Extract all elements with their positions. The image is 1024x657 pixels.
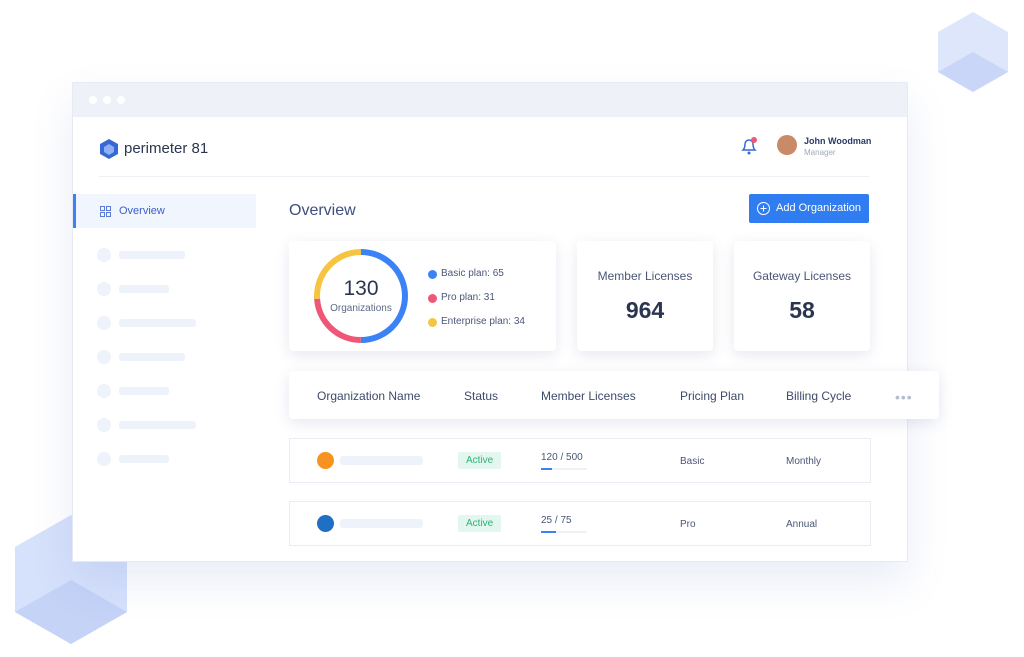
window: perimeter 81 John Woodman Manager Overvi…	[72, 82, 939, 562]
skeleton-dot	[97, 316, 111, 330]
status-badge: Active	[458, 452, 502, 469]
skeleton-dot	[97, 248, 111, 262]
legend-label: Pro plan: 31	[441, 292, 495, 303]
skeleton-bar	[119, 421, 196, 429]
bell[interactable]	[738, 135, 760, 157]
legend-label: Basic plan: 65	[441, 268, 504, 279]
nav-item[interactable]: Overview	[73, 194, 256, 228]
license-track	[541, 531, 587, 533]
column-header: Organization Name	[317, 389, 421, 403]
donut-segment	[314, 249, 408, 343]
divider	[99, 176, 869, 177]
skeleton-dot	[97, 350, 111, 364]
logo-icon	[100, 139, 118, 159]
avatar[interactable]	[777, 135, 797, 155]
table-row: Active 120 / 500 Basic Monthly	[289, 438, 871, 483]
button-label: Add Organization	[776, 202, 861, 214]
skeleton-bar	[119, 455, 169, 463]
org-avatar	[317, 452, 334, 469]
licenses-label: 25 / 75	[541, 515, 572, 526]
card-value: 58	[789, 297, 815, 323]
card-title: Gateway Licenses	[752, 269, 852, 283]
total: 130	[343, 277, 379, 300]
skeleton-dot	[97, 418, 111, 432]
plan: Basic	[680, 456, 705, 467]
card-title: Member Licenses	[597, 269, 693, 283]
stat-card: Member Licenses 964	[577, 241, 713, 351]
skeleton-bar	[119, 353, 185, 361]
license-bar	[541, 531, 557, 533]
skeleton-dot	[97, 384, 111, 398]
skeleton-bar	[119, 251, 185, 259]
user-role: Manager	[804, 148, 836, 157]
skeleton-bar	[119, 285, 169, 293]
billing: Annual	[786, 519, 818, 530]
org-avatar	[317, 515, 334, 532]
hexagon	[15, 580, 127, 644]
card-value: 964	[625, 297, 665, 323]
billing: Monthly	[786, 456, 822, 467]
legend-dot	[428, 270, 437, 279]
column-header: Status	[464, 389, 499, 403]
org-name-skeleton	[340, 519, 423, 528]
brand: perimeter 81	[124, 140, 209, 157]
table-header: ••• Organization Name Status Member Licens…	[289, 371, 939, 419]
column-header: Member Licenses	[541, 389, 636, 403]
skeleton-bar	[119, 387, 169, 395]
hexagon	[938, 52, 1008, 92]
donut	[314, 249, 408, 343]
column-header: Billing Cycle	[786, 389, 852, 403]
legend-label: Enterprise plan: 34	[441, 316, 525, 327]
plan: Pro	[680, 519, 696, 530]
legend-dot	[428, 318, 437, 327]
total-label: Organizations	[330, 303, 392, 314]
table-row: Active 25 / 75 Pro Annual	[289, 501, 871, 546]
legend-dot	[428, 294, 437, 303]
add-button[interactable]: Add Organization	[749, 194, 869, 223]
licenses-label: 120 / 500	[541, 452, 583, 463]
license-track	[541, 468, 587, 470]
skeleton-dot	[97, 452, 111, 466]
stat-card: Gateway Licenses 58	[734, 241, 870, 351]
summary-card: 130 Organizations Basic plan: 65 Pro plan…	[289, 241, 556, 351]
status-badge: Active	[458, 515, 502, 532]
column-header: Pricing Plan	[680, 389, 745, 403]
page-title: Overview	[289, 202, 356, 219]
user-name: John Woodman	[804, 136, 872, 146]
skeleton-dot	[97, 282, 111, 296]
title-bar	[73, 83, 907, 117]
license-bar	[541, 468, 553, 470]
org-name-skeleton	[340, 456, 423, 465]
skeleton-bar	[119, 319, 196, 327]
nav-label: Overview	[119, 205, 165, 217]
